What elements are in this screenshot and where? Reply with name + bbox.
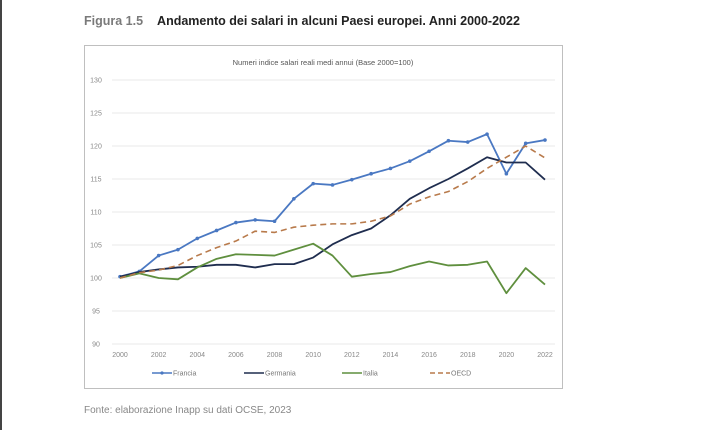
series-line-germania [119, 156, 546, 278]
y-tick-label: 125 [90, 111, 102, 118]
y-tick-label: 100 [90, 276, 102, 283]
x-tick-label: 2022 [537, 352, 553, 359]
data-point-francia [292, 197, 296, 201]
source-note: Fonte: elaborazione Inapp su dati OCSE, … [84, 405, 292, 416]
data-point-francia [330, 183, 335, 187]
series-line-oecd [119, 145, 546, 279]
data-point-francia [485, 132, 489, 136]
data-point-francia [214, 228, 219, 233]
data-point-francia [176, 247, 180, 252]
page-edge [0, 0, 2, 430]
legend-label-francia: Francia [173, 371, 196, 378]
figure-title: Andamento dei salari in alcuni Paesi eur… [157, 14, 520, 28]
legend-marker [160, 371, 164, 375]
x-tick-label: 2000 [112, 352, 128, 359]
data-point-francia [407, 159, 412, 163]
data-point-francia [388, 166, 393, 171]
data-point-francia [427, 149, 431, 154]
y-tick-label: 105 [90, 243, 102, 250]
chart-title: Numeri indice salari reali medi annui (B… [233, 58, 414, 67]
y-tick-label: 120 [90, 144, 102, 151]
data-point-francia [523, 141, 528, 146]
x-tick-label: 2014 [383, 352, 399, 359]
series-line-italia [119, 242, 546, 295]
data-point-francia [272, 219, 277, 224]
x-tick-label: 2012 [344, 352, 360, 359]
x-tick-label: 2016 [421, 352, 437, 359]
y-tick-label: 95 [92, 309, 100, 316]
legend-label-oecd: OECD [451, 371, 471, 378]
x-tick-label: 2004 [189, 352, 205, 359]
legend-label-italia: Italia [363, 371, 378, 378]
data-point-francia [465, 140, 470, 144]
data-point-francia [234, 220, 238, 225]
x-tick-label: 2020 [499, 352, 515, 359]
legend-label-germania: Germania [265, 371, 296, 378]
data-point-francia [311, 181, 315, 186]
data-point-francia [350, 177, 354, 182]
data-point-francia [369, 171, 373, 176]
figure-heading: Figura 1.5 Andamento dei salari in alcuni… [84, 14, 520, 28]
data-point-francia [253, 218, 258, 222]
data-point-francia [543, 138, 547, 142]
y-tick-label: 130 [90, 78, 102, 85]
data-point-francia [195, 236, 200, 241]
x-tick-label: 2006 [228, 352, 244, 359]
x-tick-label: 2002 [151, 352, 167, 359]
y-tick-label: 90 [92, 342, 100, 349]
data-point-francia [504, 171, 509, 176]
y-tick-label: 110 [90, 210, 101, 217]
x-tick-label: 2008 [267, 352, 283, 359]
chart-frame [84, 45, 563, 389]
figure-number: Figura 1.5 [84, 14, 144, 28]
data-point-francia [446, 138, 451, 143]
data-point-francia [156, 253, 161, 258]
x-tick-label: 2010 [305, 352, 321, 359]
y-tick-label: 115 [90, 177, 101, 184]
x-tick-label: 2018 [460, 352, 476, 359]
